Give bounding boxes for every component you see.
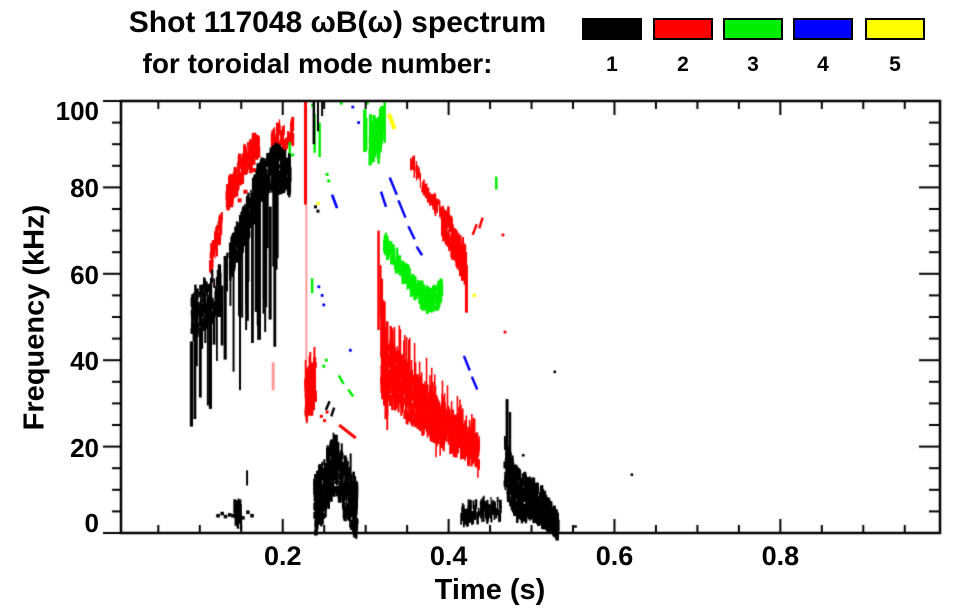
- y-tick-label: 60: [70, 259, 99, 290]
- y-tick-label: 100: [55, 96, 99, 126]
- y-tick-label: 20: [70, 432, 99, 463]
- y-tick-label: 40: [70, 346, 99, 377]
- y-tick-label: 0: [84, 508, 99, 538]
- x-tick-label: 0.8: [761, 541, 800, 571]
- x-tick-label: 0.4: [429, 541, 468, 571]
- x-tick-label: 0.2: [263, 541, 302, 571]
- x-axis-label: Time (s): [434, 574, 546, 606]
- y-tick-label: 80: [70, 173, 99, 204]
- y-axis-label: Frequency (kHz): [18, 204, 51, 431]
- x-tick-label: 0.6: [595, 541, 634, 571]
